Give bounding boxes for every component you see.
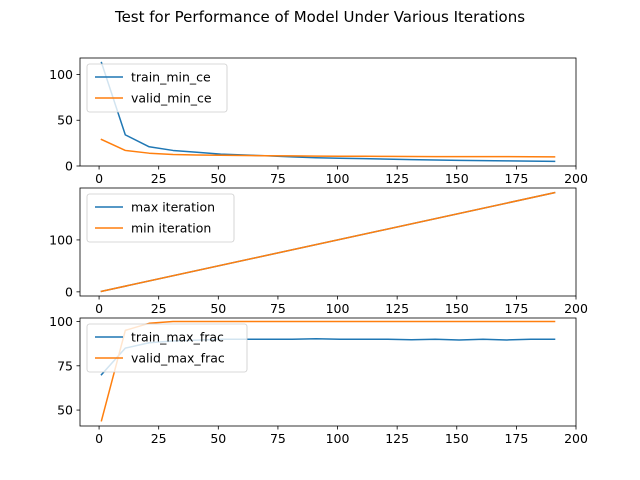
x-tick-label: 75 (270, 171, 286, 186)
y-tick-label: 100 (49, 67, 73, 82)
series-line-valid_max_frac (100, 320, 556, 422)
x-tick-label: 100 (326, 431, 350, 446)
x-tick-label: 175 (504, 171, 528, 186)
legend-box (86, 63, 228, 113)
x-tick-label: 75 (270, 431, 286, 446)
legend-label: train_min_ce (131, 70, 211, 85)
y-tick-label: 50 (57, 403, 73, 418)
axes-frame (79, 57, 577, 167)
x-tick-label: 0 (95, 171, 103, 186)
y-tick-label: 0 (65, 284, 73, 299)
legend-label: valid_min_ce (131, 91, 212, 106)
legend: max iteration min iteration (86, 193, 235, 243)
x-tick-label: 100 (326, 171, 350, 186)
x-tick-label: 0 (95, 431, 103, 446)
y-tick-label: 100 (49, 314, 73, 329)
axes-frame (79, 187, 577, 297)
x-tick-label: 200 (564, 171, 588, 186)
series-group (100, 61, 556, 163)
series-line-train_min_ce (100, 61, 556, 163)
legend-label: train_max_frac (131, 330, 224, 345)
x-tick-label: 25 (151, 301, 167, 316)
x-tick-label: 175 (504, 431, 528, 446)
x-tick-label: 75 (270, 301, 286, 316)
series-group (100, 191, 556, 293)
x-tick-label: 200 (564, 301, 588, 316)
x-tick-label: 50 (210, 171, 226, 186)
x-tick-label: 175 (504, 301, 528, 316)
x-tick-label: 100 (326, 301, 350, 316)
x-tick-label: 150 (445, 171, 469, 186)
legend-label: max iteration (131, 200, 215, 215)
x-tick-label: 200 (564, 431, 588, 446)
x-tick-label: 125 (385, 171, 409, 186)
x-tick-label: 50 (210, 431, 226, 446)
axes-container: 0 25 50 75 100 125 150 175 200 0 50 100 train_min_ce… (49, 57, 588, 446)
y-tick-label: 75 (57, 358, 73, 373)
series-line-valid_min_ce (100, 138, 556, 158)
legend-box (86, 323, 248, 373)
axes-1: 0 25 50 75 100 125 150 175 200 0 50 100 train_min_ce… (49, 57, 588, 186)
x-tick-label: 150 (445, 301, 469, 316)
y-tick-label: 50 (57, 113, 73, 128)
x-tick-label: 125 (385, 431, 409, 446)
legend-box (86, 193, 235, 243)
x-tick-label: 25 (151, 431, 167, 446)
x-tick-label: 25 (151, 171, 167, 186)
x-tick-label: 50 (210, 301, 226, 316)
legend: train_min_ce valid_min_ce (86, 63, 228, 113)
y-tick-label: 100 (49, 232, 73, 247)
x-tick-label: 150 (445, 431, 469, 446)
legend-label: min iteration (131, 221, 211, 236)
x-tick-label: 0 (95, 301, 103, 316)
legend-label: valid_max_frac (131, 351, 225, 366)
y-tick-label: 0 (65, 159, 73, 174)
legend: train_max_frac valid_max_frac (86, 323, 248, 373)
series-line-min-iteration (100, 191, 556, 293)
axes-frame (79, 317, 577, 427)
x-tick-label: 125 (385, 301, 409, 316)
axes-3: 0 25 50 75 100 125 150 175 200 50 75 100 train_max_f… (49, 314, 588, 446)
figure-title: Test for Performance of Model Under Vari… (114, 8, 525, 26)
